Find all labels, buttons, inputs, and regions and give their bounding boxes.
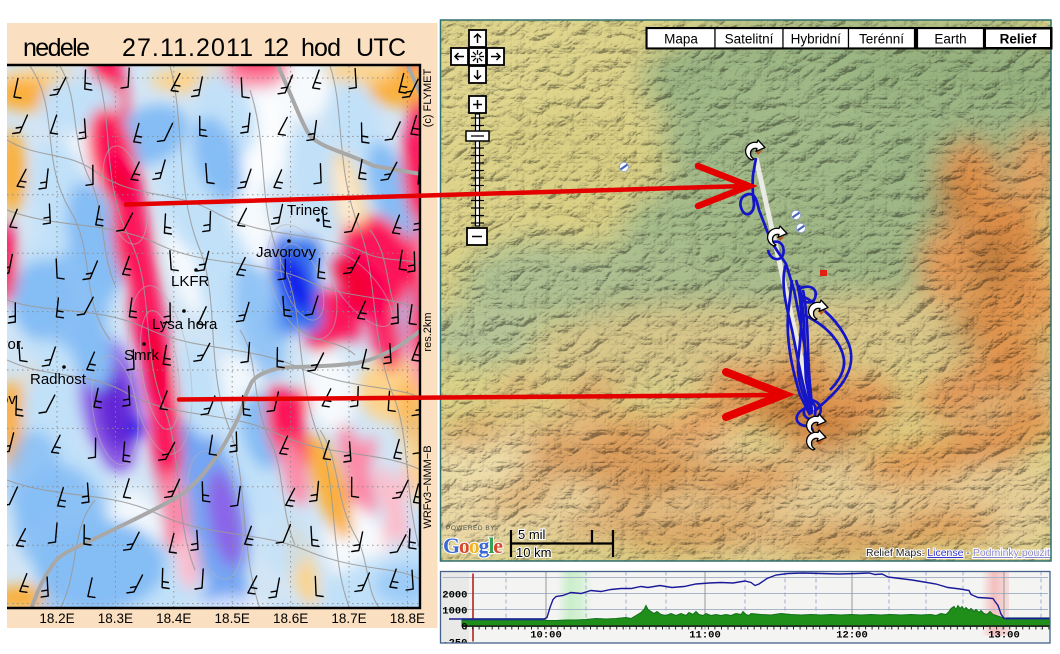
svg-text:13:00: 13:00 [988, 630, 1020, 642]
svg-text:12: 12 [263, 34, 289, 62]
svg-text:18.5E: 18.5E [215, 611, 250, 626]
svg-text:-250: -250 [442, 638, 467, 650]
svg-text:Satelitní: Satelitní [725, 32, 774, 47]
svg-text:27.11.2011: 27.11.2011 [122, 34, 253, 62]
svg-text:2000: 2000 [442, 590, 467, 602]
svg-text:5 mil: 5 mil [518, 527, 546, 542]
svg-text:res.2km: res.2km [422, 312, 434, 351]
svg-text:ov: ov [0, 391, 16, 408]
svg-text:18.3E: 18.3E [98, 611, 133, 626]
svg-text:Smrk: Smrk [124, 347, 159, 364]
svg-text:Lysa hora: Lysa hora [152, 316, 218, 333]
svg-text:Earth: Earth [934, 32, 966, 47]
svg-text:LKFR: LKFR [171, 273, 210, 290]
svg-text:Radhost: Radhost [30, 371, 87, 388]
svg-text:Javorovy: Javorovy [256, 244, 317, 261]
svg-text:18.8E: 18.8E [390, 611, 425, 626]
svg-text:POWERED BY: POWERED BY [446, 525, 495, 532]
svg-text:Terénní: Terénní [859, 32, 904, 47]
svg-text:10:00: 10:00 [530, 630, 562, 642]
svg-text:10 km: 10 km [516, 545, 551, 560]
svg-text:WRFv3−NMM−B: WRFv3−NMM−B [422, 445, 434, 528]
svg-text:18.6E: 18.6E [273, 611, 308, 626]
svg-text:nedele: nedele [23, 34, 90, 62]
svg-text:(c) FLYMET: (c) FLYMET [422, 68, 434, 127]
svg-text:0: 0 [461, 622, 467, 634]
svg-text:18.7E: 18.7E [331, 611, 366, 626]
svg-text:18.2E: 18.2E [39, 611, 74, 626]
svg-text:hod: hod [301, 34, 341, 62]
svg-text:vor.: vor. [0, 336, 24, 353]
svg-text:12:00: 12:00 [836, 630, 868, 642]
svg-text:UTC: UTC [356, 34, 406, 62]
svg-text:Relief: Relief [1000, 32, 1037, 47]
svg-text:11:00: 11:00 [689, 630, 721, 642]
svg-text:Google: Google [443, 533, 503, 558]
svg-text:1000: 1000 [442, 606, 467, 618]
svg-text:Trinec: Trinec [287, 202, 329, 219]
svg-text:Relief Maps: License - Podmink: Relief Maps: License - Podminky pouziti [866, 547, 1052, 559]
svg-text:Hybridní: Hybridní [791, 32, 842, 47]
svg-text:18.4E: 18.4E [156, 611, 191, 626]
svg-text:Mapa: Mapa [664, 32, 698, 47]
